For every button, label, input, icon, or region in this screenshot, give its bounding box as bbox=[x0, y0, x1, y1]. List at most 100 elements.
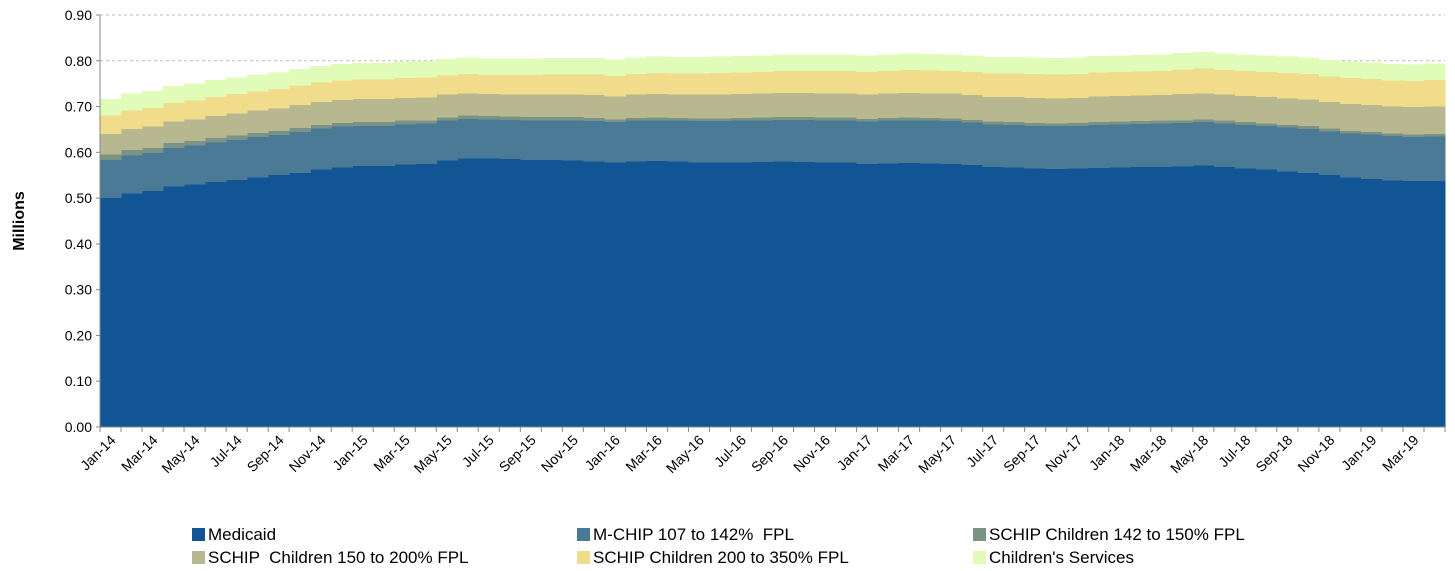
area-step bbox=[1213, 94, 1236, 121]
area-step bbox=[1045, 126, 1068, 169]
area-step bbox=[751, 120, 774, 162]
area-step bbox=[499, 94, 521, 117]
legend-label: Children's Services bbox=[989, 548, 1134, 567]
area-step bbox=[1255, 96, 1278, 124]
area-step bbox=[835, 162, 858, 427]
area-step bbox=[688, 73, 711, 95]
area-step bbox=[394, 97, 416, 121]
area-step bbox=[1192, 68, 1215, 94]
area-step bbox=[478, 58, 500, 75]
area-step bbox=[772, 92, 795, 118]
area-step bbox=[1108, 55, 1131, 72]
area-step bbox=[268, 134, 290, 176]
area-step bbox=[541, 117, 563, 121]
area-step bbox=[835, 120, 858, 163]
area-step bbox=[709, 162, 732, 427]
area-step bbox=[1339, 133, 1362, 178]
area-step bbox=[1108, 167, 1131, 427]
area-step bbox=[478, 119, 500, 159]
area-step bbox=[184, 83, 206, 101]
area-step bbox=[604, 119, 626, 123]
area-step bbox=[247, 110, 269, 134]
area-step bbox=[1423, 134, 1446, 137]
area-step bbox=[856, 118, 879, 122]
area-step bbox=[1087, 96, 1110, 123]
area-step bbox=[100, 134, 122, 155]
area-step bbox=[1318, 175, 1341, 427]
area-step bbox=[961, 55, 984, 72]
area-step bbox=[1213, 123, 1236, 167]
area-step bbox=[373, 63, 395, 80]
area-step bbox=[877, 54, 900, 71]
area-step bbox=[814, 162, 837, 427]
area-step bbox=[856, 55, 879, 73]
area-step bbox=[919, 118, 942, 121]
area-step bbox=[478, 94, 500, 117]
area-step bbox=[877, 70, 900, 94]
x-tick-label: Jul-15 bbox=[459, 432, 497, 470]
area-step bbox=[730, 94, 753, 118]
area-step bbox=[877, 118, 900, 121]
area-step bbox=[1423, 136, 1446, 182]
y-tick-label: 0.20 bbox=[65, 327, 92, 343]
area-step bbox=[520, 58, 542, 75]
area-step bbox=[1423, 63, 1446, 81]
area-step bbox=[1213, 53, 1236, 70]
area-step bbox=[310, 65, 332, 83]
x-tick-label: Jan-18 bbox=[1086, 432, 1128, 474]
area-step bbox=[541, 160, 563, 428]
area-step bbox=[331, 123, 353, 127]
area-step bbox=[478, 116, 500, 120]
area-step bbox=[1129, 121, 1152, 124]
y-tick-label: 0.60 bbox=[65, 144, 92, 160]
area-step bbox=[1066, 125, 1089, 169]
area-step bbox=[520, 94, 542, 118]
area-step bbox=[331, 167, 353, 427]
area-step bbox=[667, 94, 690, 118]
area-step bbox=[1360, 134, 1383, 179]
area-step bbox=[520, 117, 542, 121]
area-step bbox=[205, 182, 227, 427]
y-tick-label: 0.30 bbox=[65, 282, 92, 298]
area-step bbox=[247, 74, 269, 92]
area-step bbox=[415, 77, 437, 98]
area-step bbox=[814, 117, 837, 121]
area-step bbox=[457, 93, 479, 116]
area-step bbox=[1108, 71, 1131, 97]
area-step bbox=[1381, 80, 1404, 107]
area-step bbox=[1171, 123, 1194, 167]
area-step bbox=[1381, 135, 1404, 181]
area-step bbox=[247, 177, 269, 427]
area-step bbox=[310, 101, 332, 125]
area-step bbox=[625, 120, 648, 162]
area-step bbox=[373, 99, 395, 123]
area-step bbox=[583, 58, 605, 75]
area-step bbox=[1024, 168, 1047, 427]
area-step bbox=[268, 175, 290, 427]
area-step bbox=[1150, 123, 1173, 167]
area-step bbox=[1297, 57, 1320, 75]
area-step bbox=[1045, 74, 1068, 99]
area-step bbox=[268, 89, 290, 109]
area-step bbox=[184, 100, 206, 120]
area-step bbox=[457, 57, 479, 75]
x-tick-label: Nov-16 bbox=[790, 432, 833, 475]
area-step bbox=[415, 163, 437, 427]
area-step bbox=[1087, 124, 1110, 168]
area-step bbox=[499, 74, 521, 95]
area-step bbox=[1003, 124, 1026, 168]
x-tick-label: Mar-14 bbox=[118, 432, 161, 475]
area-step bbox=[583, 95, 605, 118]
area-step bbox=[1339, 78, 1362, 104]
y-tick-label: 0.80 bbox=[65, 53, 92, 69]
area-step bbox=[163, 102, 185, 122]
area-step bbox=[919, 70, 942, 94]
area-step bbox=[1171, 94, 1194, 121]
area-step bbox=[415, 123, 437, 164]
area-step bbox=[142, 152, 164, 192]
area-step bbox=[436, 120, 458, 161]
area-step bbox=[1339, 177, 1362, 427]
area-step bbox=[961, 122, 984, 166]
area-step bbox=[205, 142, 227, 183]
area-step bbox=[1003, 122, 1026, 125]
